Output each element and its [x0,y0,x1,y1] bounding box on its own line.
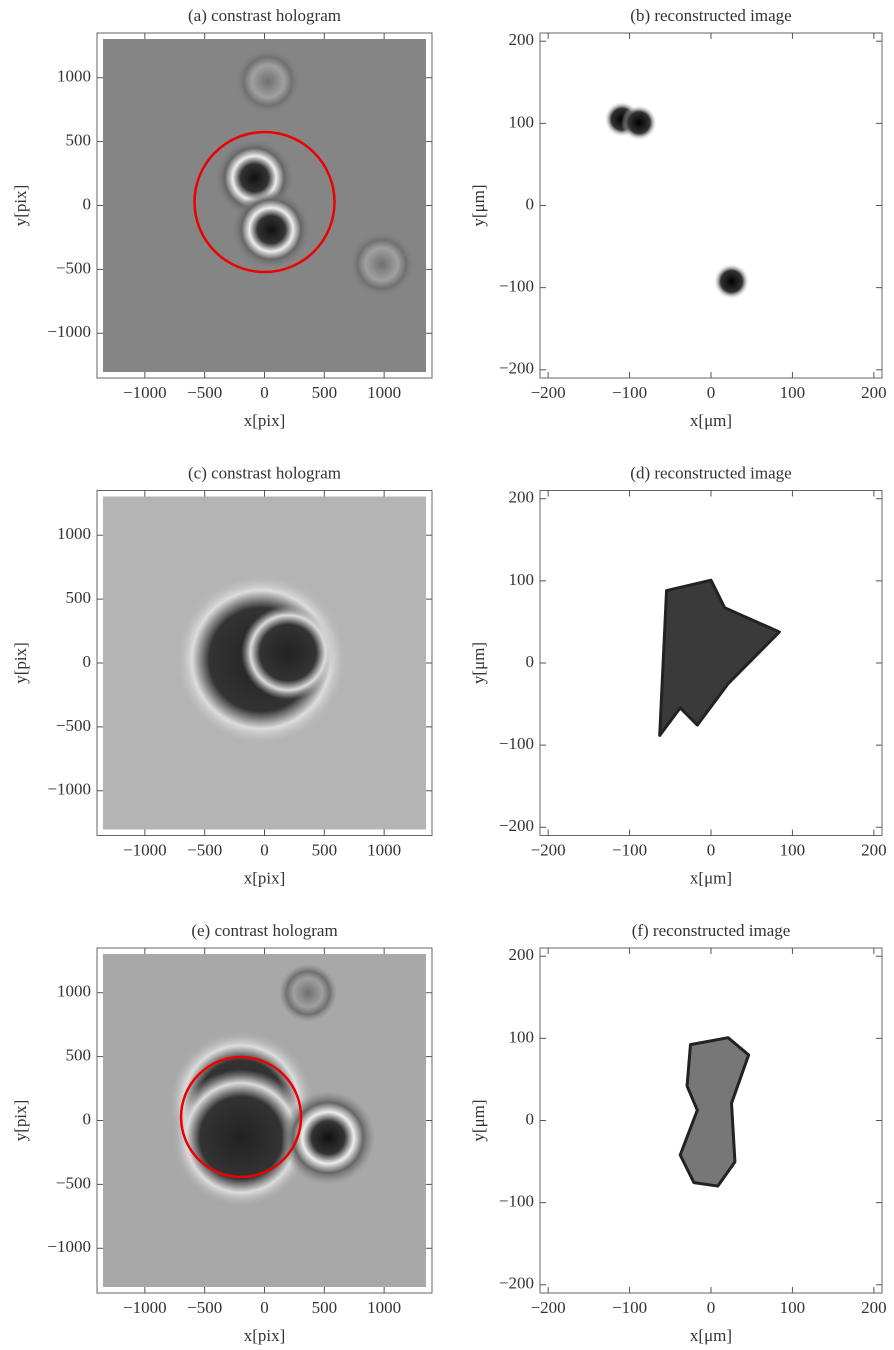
y-tick-label: −200 [499,1274,534,1293]
panel: (d) reconstructed image x[μm] y[μm] −200 −10… [469,463,887,887]
y-tick-label: 200 [509,488,535,507]
y-tick-label: 1000 [57,67,91,86]
image-feature [281,1091,375,1185]
x-tick-label: 1000 [367,1298,401,1317]
x-tick-label: −1000 [123,1298,167,1317]
x-tick-label: 0 [260,840,269,859]
x-tick-label: 0 [707,1298,716,1317]
panel: (a) constrast hologram x[pix] y[pix] −1000 −… [11,6,432,430]
panel: (c) constrast hologram x[pix] y[pix] −1000 −… [11,463,432,887]
x-tick-label: 500 [312,840,338,859]
panel: (e) contrast hologram x[pix] y[pix] −1000 −5… [11,921,432,1345]
y-tick-label: −100 [499,734,534,753]
figure: (a) constrast hologramx[pix]y[pix]−1000−… [0,0,894,1350]
panel-title: (f) reconstructed image [632,921,791,940]
y-tick-label: −500 [56,716,91,735]
panel-title: (c) constrast hologram [188,463,341,482]
y-tick-label: 500 [66,1046,92,1065]
y-tick-label: 0 [526,652,535,671]
image-feature [714,263,750,299]
x-tick-label: −200 [531,1298,566,1317]
x-tick-label: 1000 [367,840,401,859]
x-axis-label: x[μm] [690,1326,732,1345]
x-tick-label: 0 [707,383,716,402]
panel: (b) reconstructed image x[μm] y[μm] −200 −10… [469,6,887,430]
y-tick-label: −100 [499,277,534,296]
x-tick-label: −100 [612,383,647,402]
y-axis-label: y[μm] [469,184,488,226]
panel-title: (a) constrast hologram [188,6,341,25]
x-tick-label: 200 [861,1298,887,1317]
y-tick-label: −100 [499,1192,534,1211]
y-tick-label: −500 [56,1173,91,1192]
x-tick-label: 100 [780,383,806,402]
y-tick-label: −200 [499,359,534,378]
x-tick-label: −500 [187,840,222,859]
image-feature [235,49,300,114]
image-feature [621,105,657,141]
x-tick-label: −200 [531,840,566,859]
x-tick-label: 500 [312,1298,338,1317]
image-feature [241,606,335,700]
panel-title: (d) reconstructed image [630,463,791,482]
y-tick-label: 1000 [57,982,91,1001]
x-tick-label: 0 [260,1298,269,1317]
panel-title: (e) contrast hologram [191,921,337,940]
x-tick-label: 200 [861,840,887,859]
image-feature [349,232,414,297]
y-tick-label: 100 [509,112,535,131]
y-tick-label: 0 [83,1109,92,1128]
x-tick-label: 200 [861,383,887,402]
y-tick-label: −1000 [47,1237,91,1256]
y-tick-label: 500 [66,131,92,150]
x-tick-label: −100 [612,1298,647,1317]
y-axis-label: y[pix] [11,185,30,227]
x-tick-label: −1000 [123,383,167,402]
x-axis-label: x[pix] [244,1326,286,1345]
x-axis-label: x[pix] [244,411,286,430]
y-tick-label: −500 [56,258,91,277]
image-feature [232,190,311,269]
y-tick-label: 500 [66,588,92,607]
y-tick-label: 100 [509,570,535,589]
x-tick-label: −500 [187,383,222,402]
x-tick-label: 1000 [367,383,401,402]
x-tick-label: −200 [531,383,566,402]
x-axis-label: x[pix] [244,868,286,887]
x-tick-label: −500 [187,1298,222,1317]
y-tick-label: −1000 [47,780,91,799]
image-bg [546,39,876,372]
image-feature [279,964,337,1022]
x-tick-label: 500 [312,383,338,402]
x-tick-label: −100 [612,840,647,859]
x-tick-label: 0 [707,840,716,859]
y-axis-label: y[pix] [11,1100,30,1142]
y-tick-label: 1000 [57,524,91,543]
x-axis-label: x[μm] [690,411,732,430]
image [175,573,348,746]
y-tick-label: 0 [83,652,92,671]
panel-title: (b) reconstructed image [630,6,791,25]
y-tick-label: 0 [526,194,535,213]
y-tick-label: 0 [83,194,92,213]
y-tick-label: −1000 [47,322,91,341]
x-tick-label: 100 [780,840,806,859]
x-tick-label: 0 [260,383,269,402]
y-tick-label: −200 [499,816,534,835]
y-tick-label: 200 [509,945,535,964]
x-axis-label: x[μm] [690,868,732,887]
x-tick-label: −1000 [123,840,167,859]
y-axis-label: y[μm] [469,642,488,684]
y-tick-label: 200 [509,30,535,49]
y-axis-label: y[pix] [11,642,30,684]
x-tick-label: 100 [780,1298,806,1317]
page: (a) constrast hologramx[pix]y[pix]−1000−… [0,0,894,1350]
y-tick-label: 0 [526,1109,535,1128]
y-axis-label: y[μm] [469,1099,488,1141]
y-tick-label: 100 [509,1027,535,1046]
panel: (f) reconstructed image x[μm] y[μm] −200 −10… [469,921,887,1345]
